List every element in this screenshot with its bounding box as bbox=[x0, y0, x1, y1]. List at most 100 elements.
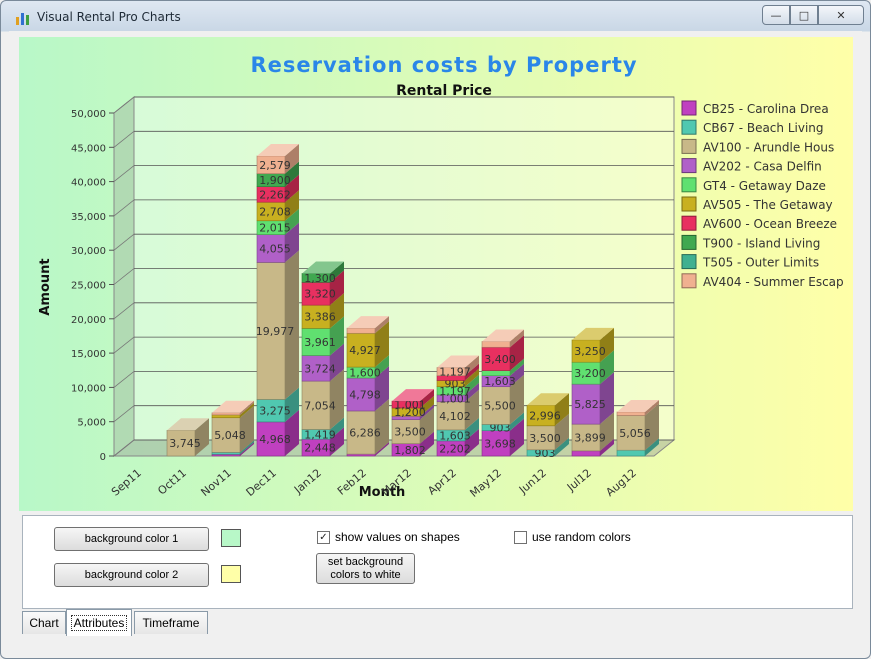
data-label: 903 bbox=[535, 447, 556, 460]
legend-label: AV404 - Summer Escap bbox=[703, 275, 844, 289]
data-label: 4,927 bbox=[349, 344, 381, 357]
bar-top bbox=[212, 400, 254, 413]
bar-segment bbox=[346, 332, 376, 368]
y-tick-label: 40,000 bbox=[71, 178, 106, 189]
data-label: 3,500 bbox=[529, 432, 561, 445]
y-tick-label: 20,000 bbox=[71, 315, 106, 326]
bar-segment-side bbox=[375, 398, 389, 455]
random-colors-checkbox[interactable]: use random colors bbox=[514, 530, 631, 544]
bar-segment-side bbox=[645, 399, 659, 416]
data-label: 3,250 bbox=[574, 345, 606, 358]
data-label: 3,500 bbox=[394, 426, 426, 439]
legend-swatch bbox=[681, 234, 697, 250]
legend-swatch bbox=[681, 215, 697, 231]
bar-segment bbox=[481, 430, 511, 457]
y-tick-label: 25,000 bbox=[71, 281, 106, 292]
data-label: 2,015 bbox=[259, 222, 291, 235]
legend-label: AV202 - Casa Delfin bbox=[703, 160, 822, 174]
bar-segment-side bbox=[510, 374, 524, 425]
gridline-side bbox=[113, 439, 135, 457]
bar-segment-side bbox=[645, 438, 659, 456]
bar-segment-side bbox=[285, 222, 299, 263]
data-label: 3,400 bbox=[484, 353, 516, 366]
bar-segment bbox=[481, 370, 511, 377]
data-label: 2,448 bbox=[304, 442, 336, 455]
bar-segment-side bbox=[465, 428, 479, 456]
legend-swatch bbox=[681, 158, 697, 174]
data-label: 903 bbox=[445, 378, 466, 391]
tab-chart[interactable]: Chart bbox=[22, 611, 66, 634]
minimize-icon[interactable]: — bbox=[762, 5, 790, 25]
bar-segment-side bbox=[240, 402, 254, 418]
data-label: 5,056 bbox=[619, 427, 651, 440]
legend-swatch bbox=[681, 273, 697, 289]
data-label: 5,048 bbox=[214, 429, 246, 442]
tab-chart-label: Chart bbox=[29, 616, 59, 630]
bar-top bbox=[437, 355, 479, 368]
gridline-side bbox=[113, 336, 135, 354]
background-color-1-button[interactable]: background color 1 bbox=[54, 527, 209, 551]
bar-segment-side bbox=[195, 418, 209, 456]
data-label: 3,724 bbox=[304, 362, 336, 375]
data-label: 4,102 bbox=[439, 410, 471, 423]
bar-segment-side bbox=[510, 418, 524, 456]
data-label: 3,899 bbox=[574, 431, 606, 444]
bar-segment-side bbox=[555, 393, 569, 426]
bar-segment-side bbox=[330, 261, 344, 283]
bar-segment-side bbox=[240, 400, 254, 415]
legend-label: AV600 - Ocean Breeze bbox=[703, 217, 837, 231]
show-values-label: show values on shapes bbox=[335, 530, 460, 544]
bar-segment bbox=[346, 327, 376, 334]
background-color-1-swatch bbox=[221, 529, 241, 547]
bar-segment bbox=[256, 421, 286, 457]
y-tick-label: 30,000 bbox=[71, 246, 106, 257]
legend-label: CB67 - Beach Living bbox=[703, 121, 824, 135]
data-label: 903 bbox=[490, 422, 511, 435]
bar-segment-side bbox=[330, 293, 344, 329]
tab-timeframe-label: Timeframe bbox=[142, 616, 200, 630]
data-label: 1,419 bbox=[304, 428, 336, 441]
close-icon[interactable]: ✕ bbox=[818, 5, 864, 25]
bar-segment-side bbox=[600, 350, 614, 385]
bar-segment bbox=[391, 419, 421, 444]
bar-segment-side bbox=[465, 355, 479, 376]
bar-top bbox=[302, 261, 344, 274]
tab-attributes[interactable]: Attributes bbox=[66, 609, 132, 636]
white-background-button[interactable]: set background colors to white bbox=[316, 553, 415, 584]
data-label: 4,055 bbox=[259, 243, 291, 256]
y-tick-label: 15,000 bbox=[71, 349, 106, 360]
data-label: 3,386 bbox=[304, 311, 336, 324]
bar-segment-side bbox=[600, 438, 614, 456]
bar-top bbox=[167, 418, 209, 431]
background-color-2-button[interactable]: background color 2 bbox=[54, 563, 209, 587]
show-values-checkbox[interactable]: ✓ show values on shapes bbox=[317, 530, 460, 544]
gridline-side bbox=[113, 165, 135, 182]
bar-segment-side bbox=[330, 369, 344, 430]
gridline-side bbox=[113, 96, 135, 114]
bar-segment bbox=[571, 383, 601, 425]
checkbox-icon[interactable]: ✓ bbox=[317, 530, 330, 544]
bar-segment-side bbox=[510, 329, 524, 348]
data-label: 3,200 bbox=[574, 367, 606, 380]
checkbox-icon[interactable] bbox=[514, 530, 527, 544]
bar-segment-side bbox=[555, 413, 569, 450]
bar-segment bbox=[526, 425, 556, 451]
tab-attributes-label: Attributes bbox=[70, 615, 128, 631]
bar-segment-side bbox=[330, 343, 344, 382]
bar-segment-side bbox=[285, 250, 299, 400]
bar-segment-side bbox=[240, 405, 254, 453]
bar-segment-side bbox=[465, 389, 479, 430]
legend-label: T505 - Outer Limits bbox=[702, 256, 819, 270]
gridline-side bbox=[113, 130, 135, 148]
maximize-icon[interactable]: □ bbox=[790, 5, 818, 25]
bar-segment-side bbox=[465, 382, 479, 402]
bar-segment-side bbox=[645, 403, 659, 451]
random-colors-label: use random colors bbox=[532, 530, 631, 544]
gridline-side bbox=[113, 302, 135, 320]
bar-segment bbox=[571, 450, 601, 457]
bar-segment-side bbox=[285, 161, 299, 187]
bar-segment-side bbox=[375, 442, 389, 456]
bar-segment-side bbox=[240, 440, 254, 455]
tab-timeframe[interactable]: Timeframe bbox=[134, 611, 208, 634]
